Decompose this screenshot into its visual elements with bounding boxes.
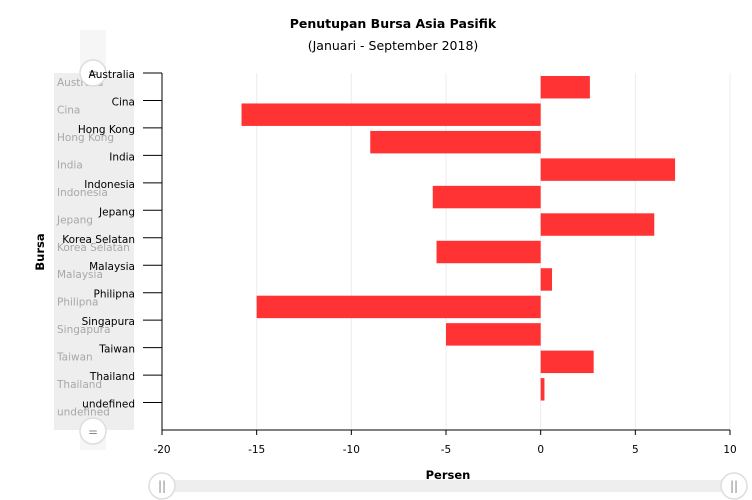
drag-handle-icon: =: [88, 66, 98, 80]
category-label: Jepang: [98, 206, 135, 218]
category-label: Taiwan: [98, 344, 135, 356]
category-label: Singapura: [82, 316, 135, 328]
scrollbar-category-label: Hong Kong: [57, 132, 114, 144]
tick-labels: -20 -15 -10 -5 0 5 10: [153, 444, 736, 456]
category-label: India: [109, 151, 135, 163]
vertical-scrollbar-thumb[interactable]: [54, 73, 134, 430]
x-tick-label: -10: [343, 444, 360, 456]
bar: [540, 350, 594, 374]
scrollbar-category-label: Korea Selatan: [57, 242, 130, 254]
bar: [540, 76, 590, 99]
category-label: Malaysia: [89, 261, 135, 273]
scrollbar-category-label: Philipna: [57, 297, 99, 309]
bar: [370, 130, 541, 154]
scrollbar-category-label: Indonesia: [57, 187, 108, 199]
bar: [241, 103, 541, 126]
scrollbar-category-label: Thailand: [56, 379, 102, 391]
category-label: Indonesia: [84, 179, 135, 191]
category-label: Hong Kong: [78, 124, 135, 136]
bars: [241, 76, 676, 401]
bar: [540, 268, 553, 291]
x-tick-label: 5: [632, 444, 639, 456]
category-label: Philipna: [94, 289, 136, 301]
axes: [143, 72, 731, 435]
x-tick-label: -15: [248, 444, 265, 456]
x-tick-label: 0: [537, 444, 544, 456]
category-label: Korea Selatan: [62, 234, 135, 246]
bar: [256, 295, 541, 319]
bar: [540, 213, 655, 236]
x-tick-label: -5: [441, 444, 451, 456]
x-tick-label: -20: [153, 444, 170, 456]
horizontal-scrollbar[interactable]: || ||: [148, 472, 748, 500]
scrollbar-category-label: undefined: [57, 407, 110, 419]
bar: [432, 185, 541, 209]
scrollbar-category-label: Singapura: [57, 324, 110, 336]
chart-title: Penutupan Bursa Asia Pasifik: [290, 16, 497, 31]
bar: [540, 158, 676, 181]
category-label: Cina: [112, 96, 135, 108]
category-label: undefined: [82, 399, 135, 411]
drag-handle-icon: ||: [730, 479, 738, 493]
x-axis-title: Persen: [426, 468, 471, 482]
bar: [446, 323, 541, 346]
scrollbar-category-label: Cina: [57, 104, 80, 116]
scrollbar-category-label: Taiwan: [56, 352, 93, 364]
category-label: Australia: [89, 69, 135, 81]
x-tick-label: 10: [723, 444, 736, 456]
scrollbar-category-label: India: [57, 159, 83, 171]
scrollbar-handle-right[interactable]: ||: [720, 472, 748, 500]
chart-subtitle: (Januari - September 2018): [308, 38, 479, 53]
category-label: Thailand: [89, 371, 135, 383]
drag-handle-icon: =: [88, 425, 98, 439]
bar: [540, 378, 545, 401]
y-axis-title: Bursa: [33, 233, 47, 270]
category-labels: Australia Cina Hong Kong India Indonesia Jepa…: [62, 69, 135, 411]
scrollbar-category-label: Jepang: [56, 214, 93, 226]
scrollbar-handle-top[interactable]: =: [79, 59, 107, 87]
scrollbar-handle-bottom[interactable]: =: [79, 417, 107, 445]
scrollbar-category-label: Malaysia: [57, 269, 103, 281]
bar: [436, 240, 541, 264]
horizontal-scrollbar-thumb[interactable]: [162, 480, 734, 492]
scrollbar-handle-left[interactable]: ||: [148, 472, 176, 500]
drag-handle-icon: ||: [158, 479, 166, 493]
